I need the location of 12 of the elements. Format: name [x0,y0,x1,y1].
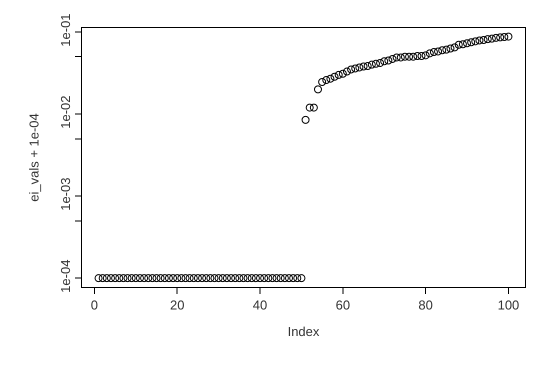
x-tick-label: 40 [252,298,268,313]
x-tick-label: 80 [418,298,433,313]
y-axis-title: ei_vals + 1e-04 [26,113,42,202]
y-tick-label: 1e-01 [58,13,73,47]
y-tick-label: 1e-03 [58,178,73,211]
x-axis-title: Index [288,324,320,340]
x-tick-label: 20 [170,298,184,313]
x-tick-label: 60 [336,298,350,313]
y-tick-label: 1e-02 [58,95,73,129]
x-tick-label: 100 [498,298,520,313]
y-tick-label: 1e-04 [58,260,73,293]
x-tick-label: 0 [90,298,98,313]
